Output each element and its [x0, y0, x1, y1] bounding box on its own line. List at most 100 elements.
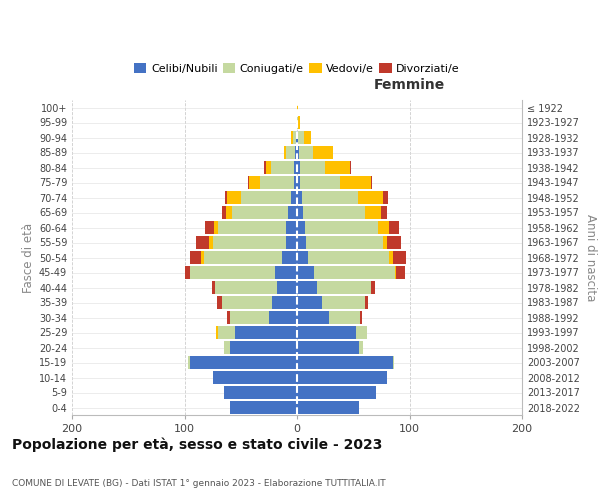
- Bar: [395, 266, 396, 278]
- Bar: [302, 206, 365, 218]
- Bar: [218, 222, 286, 234]
- Bar: [297, 132, 298, 143]
- Bar: [297, 326, 355, 338]
- Bar: [389, 222, 400, 234]
- Bar: [292, 132, 293, 143]
- Text: Popolazione per età, sesso e stato civile - 2023: Popolazione per età, sesso e stato civil…: [12, 438, 382, 452]
- Bar: [305, 222, 378, 234]
- Y-axis label: Fasce di età: Fasce di età: [22, 222, 35, 292]
- Bar: [288, 206, 297, 218]
- Bar: [190, 266, 275, 278]
- Bar: [392, 356, 394, 368]
- Bar: [295, 146, 297, 158]
- Bar: [308, 252, 389, 264]
- Bar: [248, 176, 260, 188]
- Bar: [212, 372, 297, 384]
- Bar: [322, 296, 365, 308]
- Bar: [297, 356, 392, 368]
- Bar: [359, 342, 364, 353]
- Bar: [299, 146, 313, 158]
- Bar: [283, 252, 297, 264]
- Bar: [297, 282, 317, 294]
- Bar: [360, 312, 362, 324]
- Bar: [221, 296, 272, 308]
- Bar: [225, 192, 227, 203]
- Bar: [227, 312, 229, 324]
- Bar: [286, 146, 295, 158]
- Bar: [365, 206, 382, 218]
- Bar: [340, 176, 371, 188]
- Bar: [383, 192, 388, 203]
- Bar: [297, 102, 298, 114]
- Bar: [297, 386, 376, 398]
- Bar: [382, 206, 387, 218]
- Bar: [293, 132, 296, 143]
- Bar: [212, 236, 286, 248]
- Bar: [378, 222, 389, 234]
- Bar: [235, 326, 297, 338]
- Bar: [205, 222, 214, 234]
- Bar: [284, 146, 286, 158]
- Bar: [196, 236, 209, 248]
- Bar: [224, 386, 297, 398]
- Bar: [350, 162, 351, 173]
- Bar: [229, 312, 269, 324]
- Text: Femmine: Femmine: [374, 78, 445, 92]
- Bar: [265, 162, 271, 173]
- Bar: [292, 192, 297, 203]
- Bar: [286, 236, 297, 248]
- Bar: [298, 116, 301, 128]
- Bar: [297, 162, 301, 173]
- Bar: [232, 206, 288, 218]
- Text: COMUNE DI LEVATE (BG) - Dati ISTAT 1° gennaio 2023 - Elaborazione TUTTITALIA.IT: COMUNE DI LEVATE (BG) - Dati ISTAT 1° ge…: [12, 478, 386, 488]
- Bar: [188, 356, 190, 368]
- Bar: [325, 162, 350, 173]
- Bar: [297, 252, 308, 264]
- Legend: Celibi/Nubili, Coniugati/e, Vedovi/e, Divorziati/e: Celibi/Nubili, Coniugati/e, Vedovi/e, Di…: [130, 58, 464, 78]
- Bar: [216, 326, 218, 338]
- Bar: [214, 222, 218, 234]
- Bar: [226, 206, 232, 218]
- Bar: [275, 266, 297, 278]
- Bar: [212, 282, 215, 294]
- Bar: [209, 236, 212, 248]
- Bar: [387, 236, 401, 248]
- Bar: [269, 312, 297, 324]
- Bar: [241, 192, 292, 203]
- Bar: [229, 402, 297, 413]
- Bar: [358, 192, 383, 203]
- Bar: [371, 176, 373, 188]
- Bar: [215, 282, 277, 294]
- Y-axis label: Anni di nascita: Anni di nascita: [584, 214, 596, 301]
- Bar: [371, 282, 374, 294]
- Bar: [355, 326, 367, 338]
- Bar: [297, 236, 306, 248]
- Bar: [313, 146, 333, 158]
- Bar: [296, 132, 297, 143]
- Bar: [329, 312, 360, 324]
- Bar: [365, 296, 368, 308]
- Bar: [301, 162, 325, 173]
- Bar: [392, 252, 406, 264]
- Bar: [190, 356, 297, 368]
- Bar: [297, 176, 301, 188]
- Bar: [297, 222, 305, 234]
- Bar: [260, 176, 293, 188]
- Bar: [297, 312, 329, 324]
- Bar: [224, 342, 229, 353]
- Bar: [203, 252, 283, 264]
- Bar: [301, 176, 340, 188]
- Bar: [389, 252, 392, 264]
- Bar: [293, 176, 297, 188]
- Bar: [185, 266, 190, 278]
- Bar: [229, 342, 297, 353]
- Bar: [297, 342, 359, 353]
- Bar: [190, 252, 202, 264]
- Bar: [306, 236, 383, 248]
- Bar: [297, 116, 298, 128]
- Bar: [297, 206, 302, 218]
- Bar: [302, 192, 358, 203]
- Bar: [272, 296, 297, 308]
- Bar: [297, 146, 299, 158]
- Bar: [297, 192, 302, 203]
